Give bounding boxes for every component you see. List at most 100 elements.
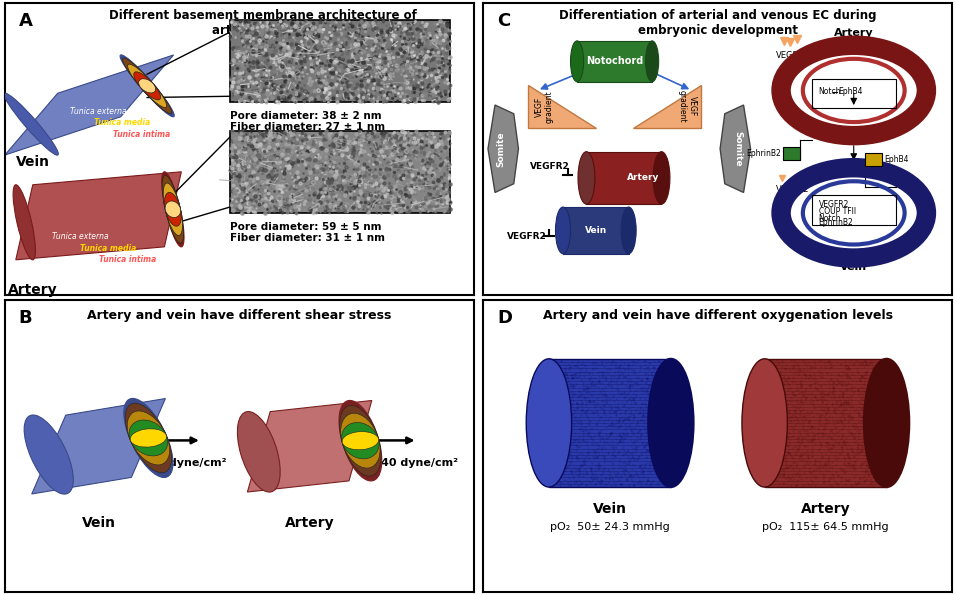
Ellipse shape bbox=[578, 152, 595, 204]
Text: EphB4: EphB4 bbox=[883, 155, 908, 164]
Text: EphB4: EphB4 bbox=[838, 87, 863, 96]
Ellipse shape bbox=[342, 431, 379, 450]
Ellipse shape bbox=[648, 359, 694, 487]
Text: D: D bbox=[498, 309, 512, 327]
Text: VEGFR2: VEGFR2 bbox=[776, 51, 810, 60]
Polygon shape bbox=[488, 105, 519, 193]
Ellipse shape bbox=[237, 412, 280, 492]
Polygon shape bbox=[587, 152, 661, 204]
Text: Vein: Vein bbox=[840, 262, 867, 273]
Bar bbox=[230, 20, 450, 102]
Text: Tunica intima: Tunica intima bbox=[113, 130, 170, 139]
Polygon shape bbox=[549, 359, 671, 487]
Ellipse shape bbox=[646, 41, 658, 82]
Polygon shape bbox=[5, 55, 173, 155]
Text: EphrinB2: EphrinB2 bbox=[746, 149, 781, 158]
Text: Artery: Artery bbox=[627, 173, 659, 183]
Text: VEGFR2: VEGFR2 bbox=[507, 231, 546, 241]
Text: 10-40 dyne/cm²: 10-40 dyne/cm² bbox=[361, 458, 458, 468]
Ellipse shape bbox=[127, 64, 167, 108]
Ellipse shape bbox=[342, 422, 379, 459]
Text: Differentiation of arterial and venous EC during
embryonic development: Differentiation of arterial and venous E… bbox=[559, 9, 877, 37]
Ellipse shape bbox=[621, 207, 636, 253]
Text: VEGF
gradient: VEGF gradient bbox=[678, 90, 697, 123]
Ellipse shape bbox=[339, 400, 382, 481]
Text: Tunica media: Tunica media bbox=[79, 244, 136, 253]
Ellipse shape bbox=[165, 192, 181, 226]
Text: Artery: Artery bbox=[834, 28, 874, 38]
Text: Artery: Artery bbox=[801, 502, 851, 516]
Ellipse shape bbox=[653, 152, 670, 204]
Text: A: A bbox=[19, 12, 33, 30]
Polygon shape bbox=[577, 41, 652, 82]
Text: Vein: Vein bbox=[16, 155, 50, 168]
Ellipse shape bbox=[164, 183, 183, 236]
Polygon shape bbox=[32, 399, 166, 494]
Text: Pore diameter: 38 ± 2 nm
Fiber diameter: 27 ± 1 nm: Pore diameter: 38 ± 2 nm Fiber diameter:… bbox=[230, 111, 385, 133]
Text: Notochord: Notochord bbox=[586, 57, 643, 66]
Text: VEGFR2: VEGFR2 bbox=[776, 185, 810, 194]
Bar bbox=[230, 131, 450, 213]
Polygon shape bbox=[720, 105, 750, 193]
Text: Somite: Somite bbox=[497, 131, 505, 167]
Ellipse shape bbox=[864, 359, 909, 487]
Text: pO₂  50± 24.3 mmHg: pO₂ 50± 24.3 mmHg bbox=[550, 522, 670, 532]
Ellipse shape bbox=[162, 172, 184, 247]
Ellipse shape bbox=[129, 420, 167, 456]
Ellipse shape bbox=[122, 58, 171, 114]
Text: Pore diameter: 59 ± 5 nm
Fiber diameter: 31 ± 1 nm: Pore diameter: 59 ± 5 nm Fiber diameter:… bbox=[230, 221, 385, 243]
Bar bbox=[812, 79, 896, 108]
Polygon shape bbox=[528, 84, 596, 129]
Ellipse shape bbox=[123, 399, 173, 477]
Bar bbox=[865, 153, 882, 166]
Polygon shape bbox=[634, 84, 701, 129]
Ellipse shape bbox=[139, 79, 156, 93]
Ellipse shape bbox=[127, 411, 169, 465]
Text: VEGFR2: VEGFR2 bbox=[818, 200, 849, 209]
Ellipse shape bbox=[570, 41, 584, 82]
Text: pO₂  115± 64.5 mmHg: pO₂ 115± 64.5 mmHg bbox=[763, 522, 889, 532]
Polygon shape bbox=[563, 207, 629, 253]
Polygon shape bbox=[15, 172, 182, 260]
Ellipse shape bbox=[162, 176, 184, 243]
Ellipse shape bbox=[134, 72, 161, 100]
Ellipse shape bbox=[555, 207, 570, 253]
Ellipse shape bbox=[742, 359, 788, 487]
Ellipse shape bbox=[130, 429, 167, 447]
Ellipse shape bbox=[166, 201, 181, 218]
Text: EphrinB2: EphrinB2 bbox=[818, 218, 854, 227]
Text: Artery: Artery bbox=[285, 516, 334, 530]
Polygon shape bbox=[248, 400, 371, 492]
Text: Somite: Somite bbox=[733, 131, 743, 167]
Text: C: C bbox=[498, 12, 511, 30]
Text: Tunica media: Tunica media bbox=[94, 118, 150, 127]
Bar bbox=[784, 148, 800, 161]
Ellipse shape bbox=[125, 403, 171, 473]
Ellipse shape bbox=[13, 185, 35, 260]
Text: Tunica intima: Tunica intima bbox=[99, 255, 156, 264]
Polygon shape bbox=[765, 359, 886, 487]
Text: Artery and vein have different shear stress: Artery and vein have different shear str… bbox=[87, 309, 391, 322]
Bar bbox=[812, 195, 896, 224]
Text: VEGFR2: VEGFR2 bbox=[530, 162, 570, 171]
Ellipse shape bbox=[24, 415, 74, 494]
Text: Notch: Notch bbox=[818, 87, 841, 96]
Ellipse shape bbox=[120, 55, 174, 117]
Ellipse shape bbox=[4, 93, 58, 155]
Text: Artery and vein have different oxygenation levels: Artery and vein have different oxygenati… bbox=[543, 309, 893, 322]
Text: Artery: Artery bbox=[8, 283, 57, 297]
Text: Vein: Vein bbox=[81, 516, 116, 530]
Ellipse shape bbox=[341, 414, 380, 468]
Text: Vein: Vein bbox=[593, 502, 627, 516]
Text: Different basement membrane architecture of
artery and vein: Different basement membrane architecture… bbox=[109, 9, 416, 37]
Text: Notch: Notch bbox=[818, 214, 841, 223]
Text: Vein: Vein bbox=[585, 226, 607, 235]
Text: Tunica externa: Tunica externa bbox=[52, 232, 108, 241]
Ellipse shape bbox=[340, 405, 381, 476]
Text: COUP TFII: COUP TFII bbox=[818, 207, 856, 216]
Text: Tunica externa: Tunica externa bbox=[71, 107, 127, 116]
Text: B: B bbox=[19, 309, 33, 327]
Text: VEGF
gradient: VEGF gradient bbox=[535, 90, 554, 123]
Ellipse shape bbox=[526, 359, 571, 487]
Text: 1-5 dyne/cm²: 1-5 dyne/cm² bbox=[145, 458, 227, 468]
